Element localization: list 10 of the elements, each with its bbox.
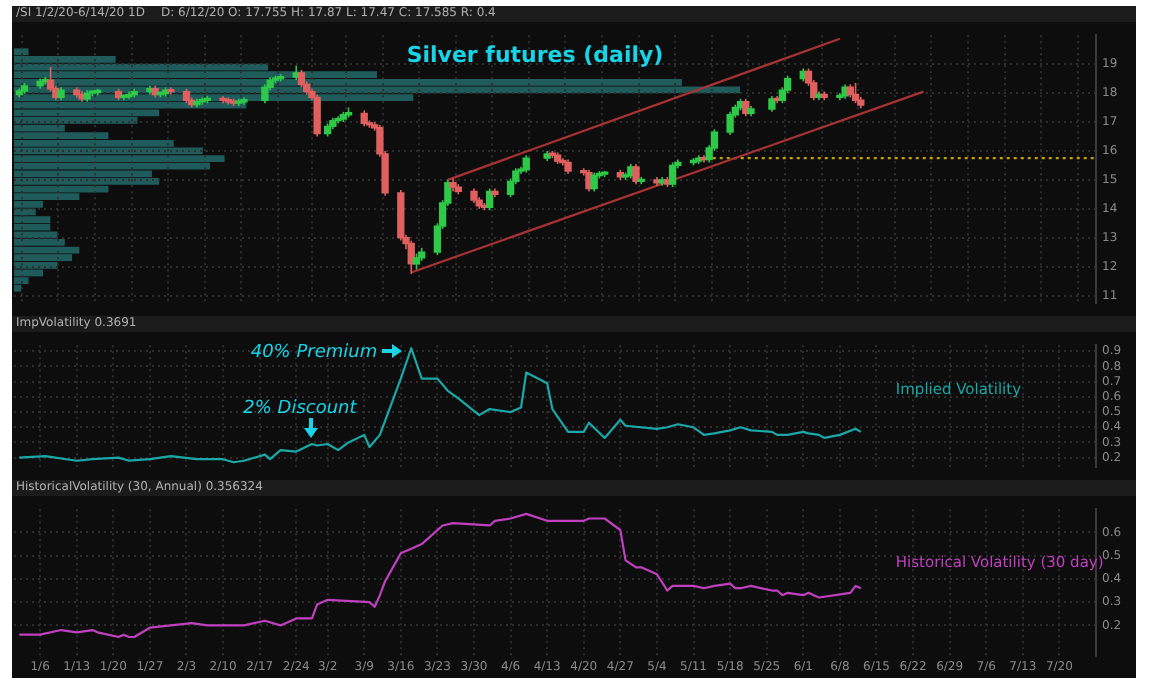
- bar: [14, 216, 51, 223]
- bar: [14, 254, 73, 262]
- bar: [14, 155, 225, 162]
- annotation: 2% Discount: [243, 398, 358, 419]
- bar: [14, 231, 58, 239]
- bar: [14, 223, 51, 231]
- bar: [14, 284, 22, 292]
- annotation: 40% Premium: [250, 342, 378, 363]
- bar: [14, 178, 160, 185]
- chart-title: Silver futures (daily): [406, 41, 664, 68]
